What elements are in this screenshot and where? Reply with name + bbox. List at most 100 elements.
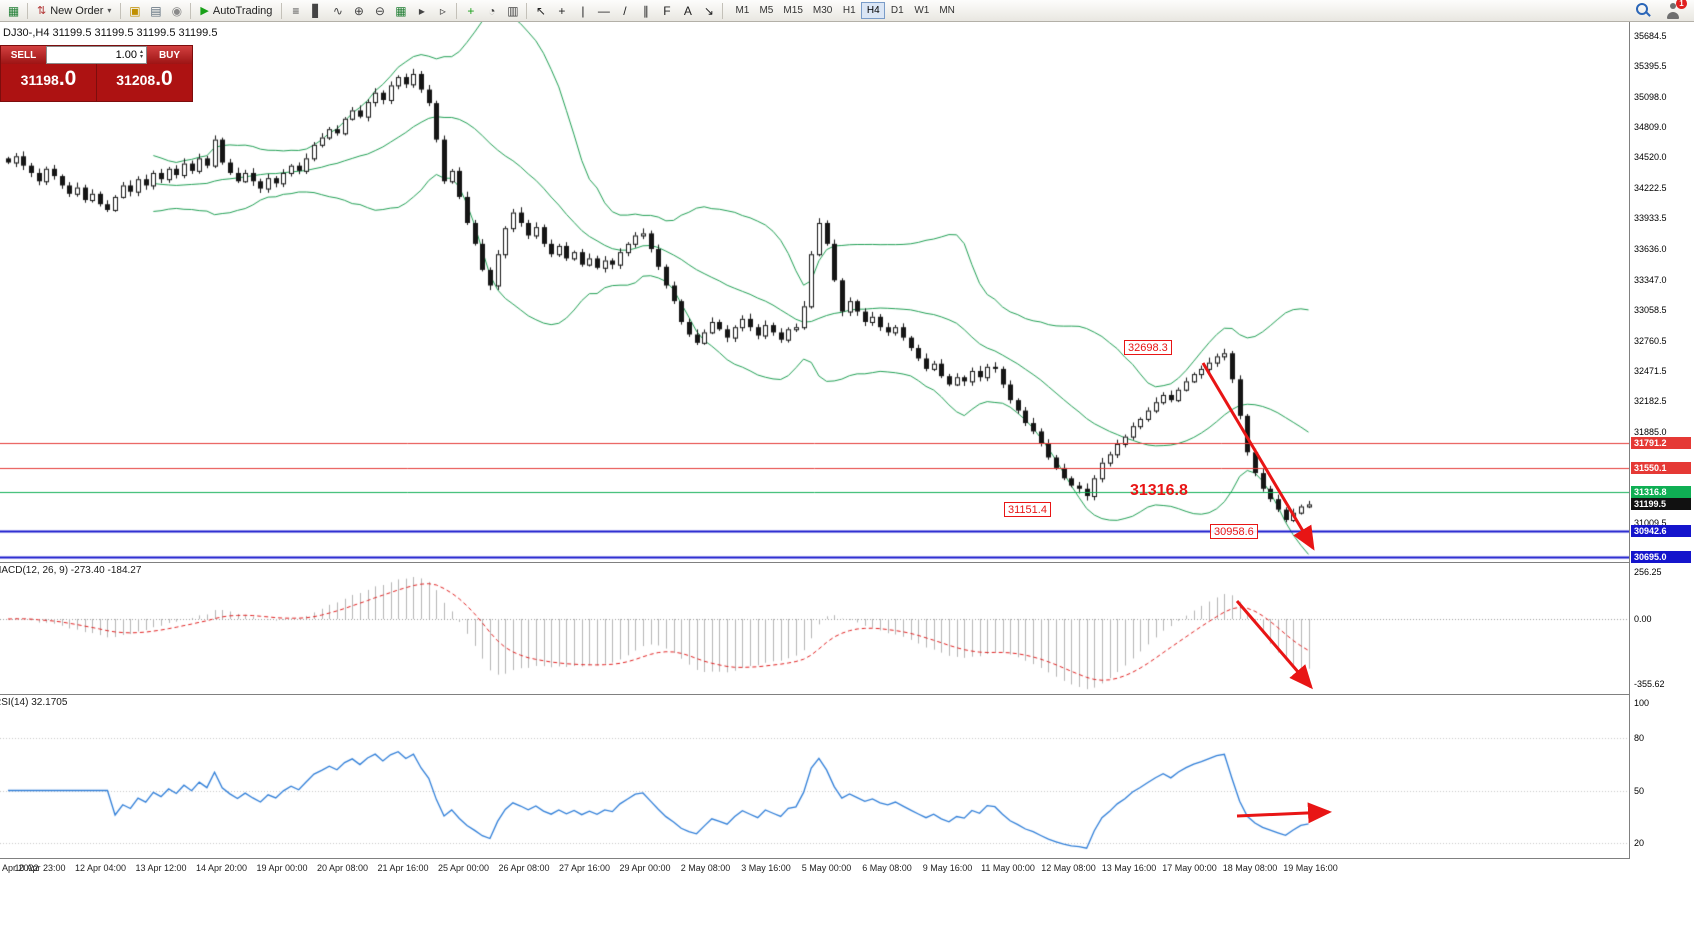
volume-field[interactable]: 1.00 ▴ ▾ bbox=[46, 46, 147, 64]
autotrading-button[interactable]: ▶ AutoTrading bbox=[194, 2, 278, 20]
fibonacci-icon[interactable]: F bbox=[663, 3, 671, 18]
time-label: 12 Apr 04:00 bbox=[74, 863, 127, 873]
timeframe-m5-button[interactable]: M5 bbox=[759, 5, 774, 16]
main-toolbar: ▦ ⇅ New Order ▾ ▣ ▤ ◉ ▶ AutoTrading ≡ ▋ ∿ ⊕ ⊖ ▦ ▸ ▹ + ◔ ▥ ↖ +… bbox=[0, 0, 1694, 22]
price-tick: 35098.0 bbox=[1634, 92, 1667, 103]
time-label: 6 May 08:00 bbox=[862, 863, 912, 873]
volume-value: 1.00 bbox=[115, 49, 137, 61]
annotation-31316.8[interactable]: 31316.8 bbox=[1130, 482, 1188, 499]
timeframe-m30-button[interactable]: M30 bbox=[812, 5, 833, 16]
price-tag: 31550.1 bbox=[1631, 461, 1691, 474]
toolbar-separator bbox=[281, 2, 283, 19]
price-tick: 33058.5 bbox=[1634, 304, 1667, 315]
time-label: 17 May 00:00 bbox=[1162, 863, 1217, 873]
macd-axis-tick: 256.25 bbox=[1634, 567, 1662, 577]
arrow-object-icon[interactable]: ↘ bbox=[703, 3, 714, 18]
horizontal-line-icon[interactable]: — bbox=[597, 3, 610, 18]
line-chart-icon[interactable]: ∿ bbox=[332, 3, 343, 18]
autotrading-button-icon: ▶ bbox=[200, 5, 209, 17]
buy-button[interactable]: BUY bbox=[147, 46, 192, 64]
time-label: 20 Apr 08:00 bbox=[316, 863, 369, 873]
timeframe-m1-button[interactable]: M1 bbox=[735, 5, 750, 16]
price-tag: 31199.5 bbox=[1631, 498, 1691, 511]
time-label: 14 Apr 20:00 bbox=[195, 863, 248, 873]
toolbar-separator bbox=[27, 2, 28, 19]
tile-windows-icon[interactable]: ▦ bbox=[395, 3, 407, 18]
notification-badge: 1 bbox=[1676, 0, 1687, 9]
print-icon[interactable]: ▤ bbox=[150, 3, 162, 18]
time-label: 21 Apr 16:00 bbox=[377, 863, 429, 873]
time-label: Apr 2022 bbox=[2, 863, 39, 873]
annotation-30958.6[interactable]: 30958.6 bbox=[1210, 524, 1258, 539]
zoom-out-icon[interactable]: ⊖ bbox=[374, 3, 385, 18]
trendline-icon[interactable]: / bbox=[623, 3, 627, 18]
rsi-axis-tick: 20 bbox=[1634, 838, 1645, 848]
sell-price-frac: .0 bbox=[58, 67, 77, 90]
equidistant-channel-icon[interactable]: ∥ bbox=[642, 3, 649, 18]
candlestick-icon[interactable]: ▋ bbox=[312, 3, 322, 18]
price-tag: 30942.6 bbox=[1631, 525, 1691, 538]
zoom-in-icon[interactable]: ⊕ bbox=[353, 3, 364, 18]
user-account-button[interactable]: 1 bbox=[1665, 0, 1687, 19]
macd-canvas[interactable] bbox=[0, 563, 1629, 694]
macd-axis-tick: -355.62 bbox=[1634, 679, 1665, 690]
rsi-label: RSI(14) 32.1705 bbox=[0, 697, 68, 708]
rsi-axis-tick: 80 bbox=[1634, 733, 1645, 743]
time-label: 10 Apr 23:00 bbox=[14, 863, 66, 873]
crosshair-icon[interactable]: + bbox=[558, 3, 566, 18]
new-order-button-label: New Order bbox=[50, 4, 104, 17]
text-icon[interactable]: A bbox=[683, 3, 692, 18]
price-tick: 35395.5 bbox=[1634, 61, 1667, 72]
time-label: 5 May 00:00 bbox=[801, 863, 852, 873]
time-label: 9 May 16:00 bbox=[922, 863, 973, 873]
timeframe-m15-button[interactable]: M15 bbox=[783, 5, 803, 16]
rsi-canvas[interactable] bbox=[0, 695, 1629, 858]
new-order-button[interactable]: ⇅ New Order ▾ bbox=[31, 2, 117, 20]
annotation-32698.3[interactable]: 32698.3 bbox=[1124, 340, 1172, 355]
toolbar-separator bbox=[722, 2, 724, 19]
sell-price[interactable]: 31198 .0 bbox=[1, 64, 97, 101]
timeframe-h1-button[interactable]: H1 bbox=[842, 5, 856, 16]
time-label: 11 May 00:00 bbox=[981, 863, 1035, 873]
history-center-icon[interactable]: ▣ bbox=[129, 3, 141, 18]
annotation-31151.4[interactable]: 31151.4 bbox=[1004, 502, 1051, 517]
sell-price-main: 31198 bbox=[20, 72, 59, 88]
buy-price[interactable]: 31208 .0 bbox=[97, 64, 192, 101]
rsi-axis-tick: 50 bbox=[1634, 785, 1645, 796]
timeframe-w1-button[interactable]: W1 bbox=[914, 5, 930, 16]
support-icon[interactable]: ◉ bbox=[171, 3, 183, 18]
toolbar-right: 1 bbox=[1636, 0, 1691, 19]
volume-stepper[interactable]: ▴ ▾ bbox=[140, 49, 143, 60]
price-tick: 34222.5 bbox=[1634, 183, 1667, 194]
cursor-icon[interactable]: ↖ bbox=[535, 3, 546, 18]
autotrading-button-label: AutoTrading bbox=[212, 4, 273, 17]
price-chart-canvas[interactable] bbox=[0, 22, 1629, 562]
timeframe-h4-button[interactable]: H4 bbox=[861, 2, 886, 19]
new-order-button-caret-icon: ▾ bbox=[107, 6, 112, 15]
buy-price-main: 31208 bbox=[116, 72, 156, 88]
time-label: 26 Apr 08:00 bbox=[498, 863, 550, 873]
add-indicator-icon[interactable]: + bbox=[467, 3, 475, 18]
time-label: 13 Apr 12:00 bbox=[135, 863, 187, 873]
time-axis: Apr 2022 10 Apr 23:00 12 Apr 04:00 13 Apr 1… bbox=[0, 859, 1694, 877]
time-label: 19 May 16:00 bbox=[1283, 863, 1338, 873]
period-icon[interactable]: ◔ bbox=[488, 3, 496, 18]
new-order-button-icon: ⇅ bbox=[37, 5, 47, 17]
toolbar-separator bbox=[456, 2, 458, 19]
timeframe-mn-button[interactable]: MN bbox=[939, 5, 955, 16]
chart-shift-icon[interactable]: ▹ bbox=[439, 3, 446, 18]
price-tick: 33636.0 bbox=[1634, 244, 1667, 255]
price-tick: 34520.0 bbox=[1634, 152, 1667, 163]
sell-button[interactable]: SELL bbox=[1, 46, 46, 64]
auto-scroll-icon[interactable]: ▸ bbox=[418, 3, 425, 18]
new-chart-icon[interactable]: ▦ bbox=[7, 3, 20, 18]
time-label: 27 Apr 16:00 bbox=[558, 863, 611, 873]
search-icon[interactable] bbox=[1636, 3, 1651, 18]
timeframe-d1-button[interactable]: D1 bbox=[890, 5, 904, 16]
vertical-line-icon[interactable]: | bbox=[581, 3, 585, 18]
time-label: 25 Apr 00:00 bbox=[437, 863, 490, 873]
template-icon[interactable]: ▥ bbox=[507, 3, 519, 18]
bar-chart-icon[interactable]: ≡ bbox=[292, 3, 300, 18]
price-tick: 32471.5 bbox=[1634, 365, 1667, 376]
rsi-axis-tick: 100 bbox=[1634, 698, 1650, 708]
